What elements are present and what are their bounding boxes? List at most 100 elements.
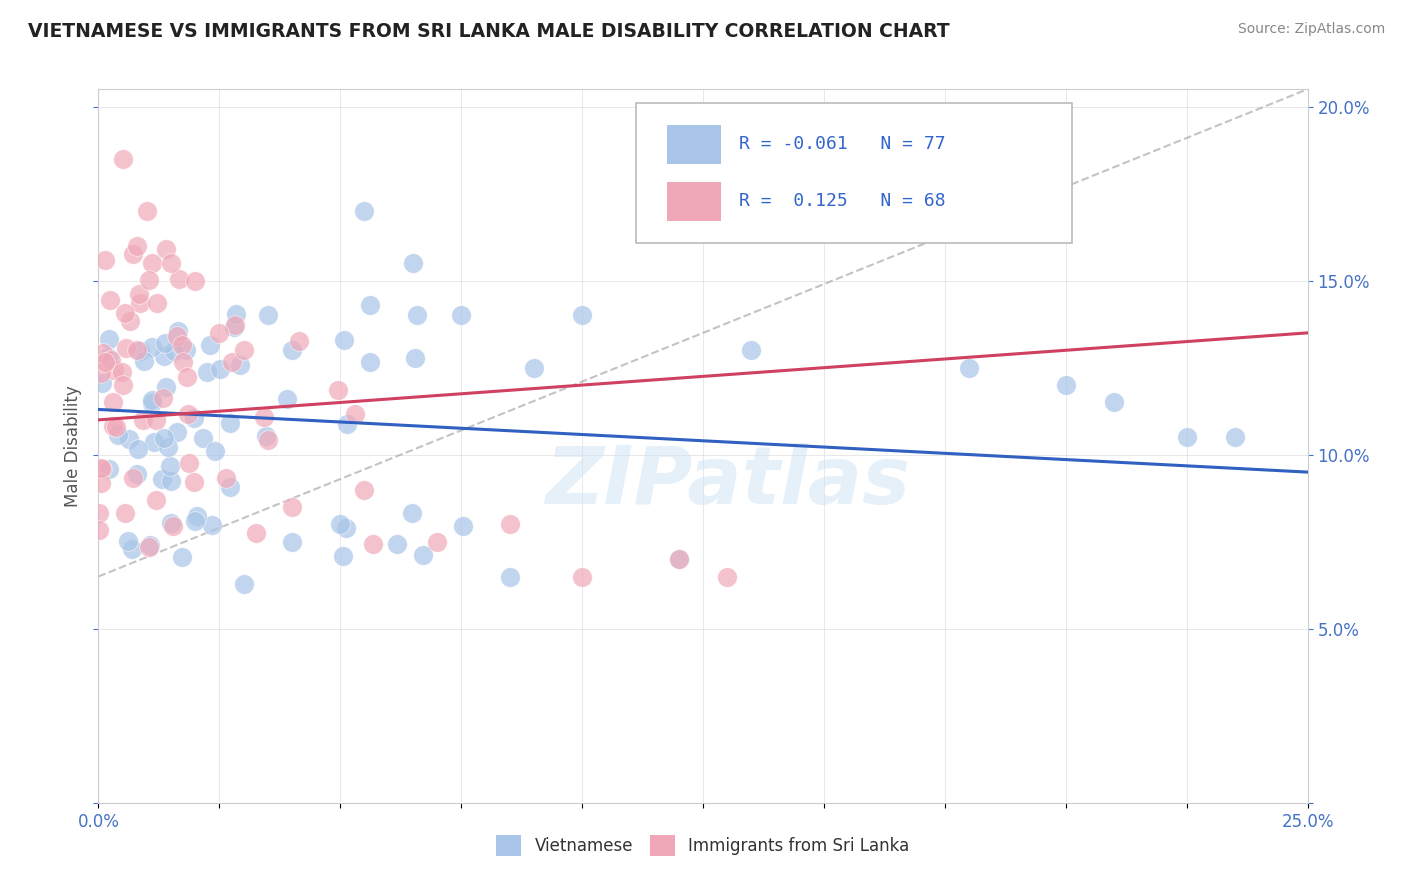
Point	[571, 569, 593, 583]
Point	[111, 378, 134, 392]
Point	[145, 493, 167, 508]
Point	[114, 306, 136, 320]
Point	[114, 342, 136, 356]
Text: ZIPatlas: ZIPatlas	[544, 442, 910, 521]
Point	[100, 352, 122, 367]
Point	[571, 309, 593, 323]
Point	[179, 456, 201, 470]
Point	[167, 324, 190, 338]
Point	[90, 461, 112, 475]
Point	[176, 370, 198, 384]
Point	[221, 355, 243, 369]
Point	[111, 365, 134, 379]
Point	[160, 516, 183, 531]
Point	[668, 552, 690, 566]
Point	[160, 474, 183, 488]
Point	[122, 471, 145, 485]
Point	[412, 548, 434, 562]
Point	[224, 318, 246, 333]
Point	[135, 204, 157, 219]
Point	[257, 433, 280, 447]
Point	[94, 355, 117, 369]
Point	[138, 540, 160, 554]
Point	[335, 521, 357, 535]
Point	[498, 569, 520, 583]
Point	[107, 428, 129, 442]
Point	[118, 432, 141, 446]
Point	[101, 395, 124, 409]
Bar	[666, 182, 721, 221]
Point	[89, 524, 111, 538]
Point	[170, 550, 193, 565]
Point	[166, 329, 188, 343]
Point	[155, 243, 177, 257]
Point	[155, 380, 177, 394]
Point	[97, 350, 120, 364]
Point	[167, 271, 190, 285]
Point	[97, 462, 120, 476]
Point	[333, 334, 356, 348]
Point	[127, 442, 149, 457]
Point	[127, 239, 149, 253]
Point	[193, 431, 215, 445]
Point	[159, 458, 181, 473]
Point	[287, 334, 309, 348]
Point	[89, 506, 111, 520]
Point	[957, 360, 980, 375]
Point	[163, 344, 186, 359]
Point	[336, 417, 359, 431]
Point	[177, 407, 200, 421]
Point	[359, 355, 381, 369]
Text: R = -0.061   N = 77: R = -0.061 N = 77	[740, 136, 946, 153]
Point	[359, 298, 381, 312]
Point	[174, 343, 197, 358]
Point	[1054, 378, 1077, 392]
Point	[172, 337, 194, 351]
Point	[426, 534, 449, 549]
Point	[138, 272, 160, 286]
Point	[153, 349, 176, 363]
Point	[122, 247, 145, 261]
Point	[98, 333, 121, 347]
Point	[404, 351, 426, 365]
Point	[153, 431, 176, 445]
Point	[401, 506, 423, 520]
Point	[114, 507, 136, 521]
Point	[219, 480, 242, 494]
Point	[245, 526, 267, 541]
Point	[156, 441, 179, 455]
Point	[498, 517, 520, 532]
Point	[132, 353, 155, 368]
Point	[91, 376, 114, 390]
Point	[141, 395, 163, 409]
Point	[450, 309, 472, 323]
Point	[451, 518, 474, 533]
Point	[160, 256, 183, 270]
Point	[90, 366, 112, 380]
Point	[208, 362, 231, 376]
Point	[127, 343, 149, 358]
Point	[121, 541, 143, 556]
Point	[183, 410, 205, 425]
Text: Source: ZipAtlas.com: Source: ZipAtlas.com	[1237, 22, 1385, 37]
Point	[186, 508, 208, 523]
Point	[153, 335, 176, 350]
Point	[204, 443, 226, 458]
Point	[152, 392, 174, 406]
Point	[141, 340, 163, 354]
Point	[198, 337, 221, 351]
Bar	[666, 125, 721, 164]
Point	[329, 517, 352, 532]
Point	[141, 393, 163, 408]
Point	[222, 320, 245, 334]
Point	[128, 295, 150, 310]
Point	[166, 425, 188, 440]
Point	[716, 569, 738, 583]
Text: VIETNAMESE VS IMMIGRANTS FROM SRI LANKA MALE DISABILITY CORRELATION CHART: VIETNAMESE VS IMMIGRANTS FROM SRI LANKA …	[28, 22, 949, 41]
Point	[111, 152, 134, 166]
Point	[332, 549, 354, 563]
Point	[229, 359, 252, 373]
Point	[183, 475, 205, 489]
Point	[215, 471, 238, 485]
Point	[225, 307, 247, 321]
